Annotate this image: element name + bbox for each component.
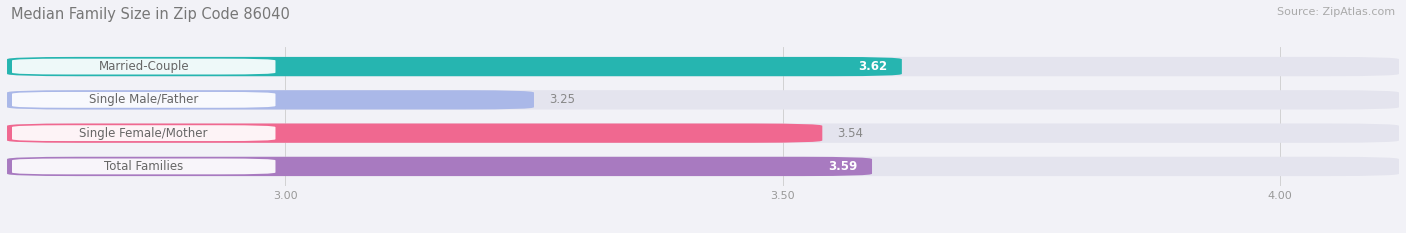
- Text: 3.62: 3.62: [858, 60, 887, 73]
- Text: Source: ZipAtlas.com: Source: ZipAtlas.com: [1277, 7, 1395, 17]
- FancyBboxPatch shape: [7, 90, 534, 110]
- Text: 3.59: 3.59: [828, 160, 858, 173]
- Text: Total Families: Total Families: [104, 160, 183, 173]
- FancyBboxPatch shape: [7, 57, 1399, 76]
- FancyBboxPatch shape: [7, 123, 1399, 143]
- FancyBboxPatch shape: [7, 57, 901, 76]
- FancyBboxPatch shape: [13, 158, 276, 174]
- Text: Median Family Size in Zip Code 86040: Median Family Size in Zip Code 86040: [11, 7, 290, 22]
- FancyBboxPatch shape: [7, 123, 823, 143]
- FancyBboxPatch shape: [13, 125, 276, 141]
- Text: Single Female/Mother: Single Female/Mother: [80, 127, 208, 140]
- FancyBboxPatch shape: [7, 157, 872, 176]
- FancyBboxPatch shape: [13, 92, 276, 108]
- FancyBboxPatch shape: [7, 157, 1399, 176]
- Text: 3.54: 3.54: [837, 127, 863, 140]
- Text: Single Male/Father: Single Male/Father: [89, 93, 198, 106]
- FancyBboxPatch shape: [13, 59, 276, 75]
- Text: 3.25: 3.25: [548, 93, 575, 106]
- FancyBboxPatch shape: [7, 90, 1399, 110]
- Text: Married-Couple: Married-Couple: [98, 60, 188, 73]
